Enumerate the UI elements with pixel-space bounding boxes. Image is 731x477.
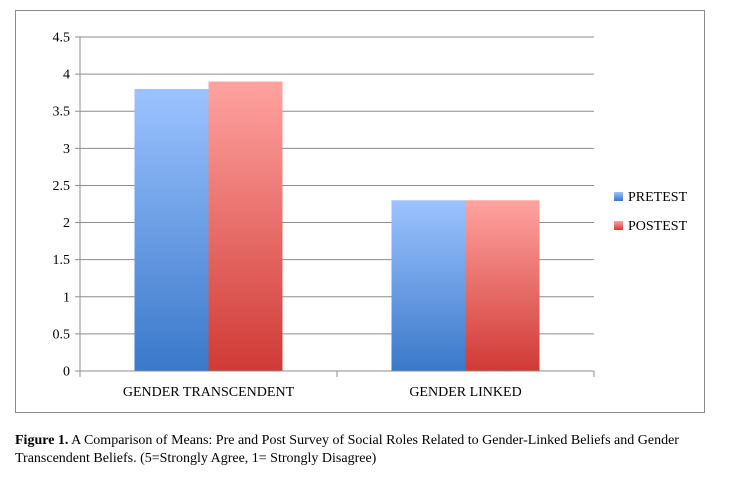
legend-swatch-pretest [614,192,623,201]
caption-text: A Comparison of Means: Pre and Post Surv… [15,433,679,466]
chart-frame: 0 0.5 1 1.5 2 2.5 3 3.5 4 4.5 GENDER TRANSCENDENT G… [15,10,705,413]
x-tick-label: GENDER LINKED [409,385,521,400]
y-tick-label: 3.5 [53,105,71,120]
y-tick-label: 0 [63,365,70,380]
bar-postest [465,200,540,371]
bars [134,81,540,372]
y-tick-label: 3 [63,142,70,157]
y-tick-label: 0.5 [53,327,71,342]
bar-chart: 0 0.5 1 1.5 2 2.5 3 3.5 4 4.5 GENDER TRANSCENDENT G… [53,31,688,401]
y-tick-label: 4.5 [53,31,71,46]
x-tick-label: GENDER TRANSCENDENT [123,385,295,400]
bar-pretest [391,200,466,371]
y-tick-label: 1 [63,290,70,305]
y-tick-label: 2.5 [53,179,71,194]
legend-label-pretest: PRETEST [628,190,688,205]
y-tick-label: 1.5 [53,253,71,268]
figure-caption: Figure 1. A Comparison of Means: Pre and… [15,432,727,468]
y-tick-label: 2 [63,216,70,231]
legend-swatch-postest [614,221,623,230]
caption-label: Figure 1. [15,433,69,448]
axes: 0 0.5 1 1.5 2 2.5 3 3.5 4 4.5 GENDER TRANSCENDENT G… [53,31,595,400]
bar-postest [208,81,283,372]
bar-pretest [134,88,209,371]
y-tick-label: 4 [63,68,70,83]
legend-label-postest: POSTEST [628,219,688,234]
legend: PRETEST POSTEST [614,190,688,234]
